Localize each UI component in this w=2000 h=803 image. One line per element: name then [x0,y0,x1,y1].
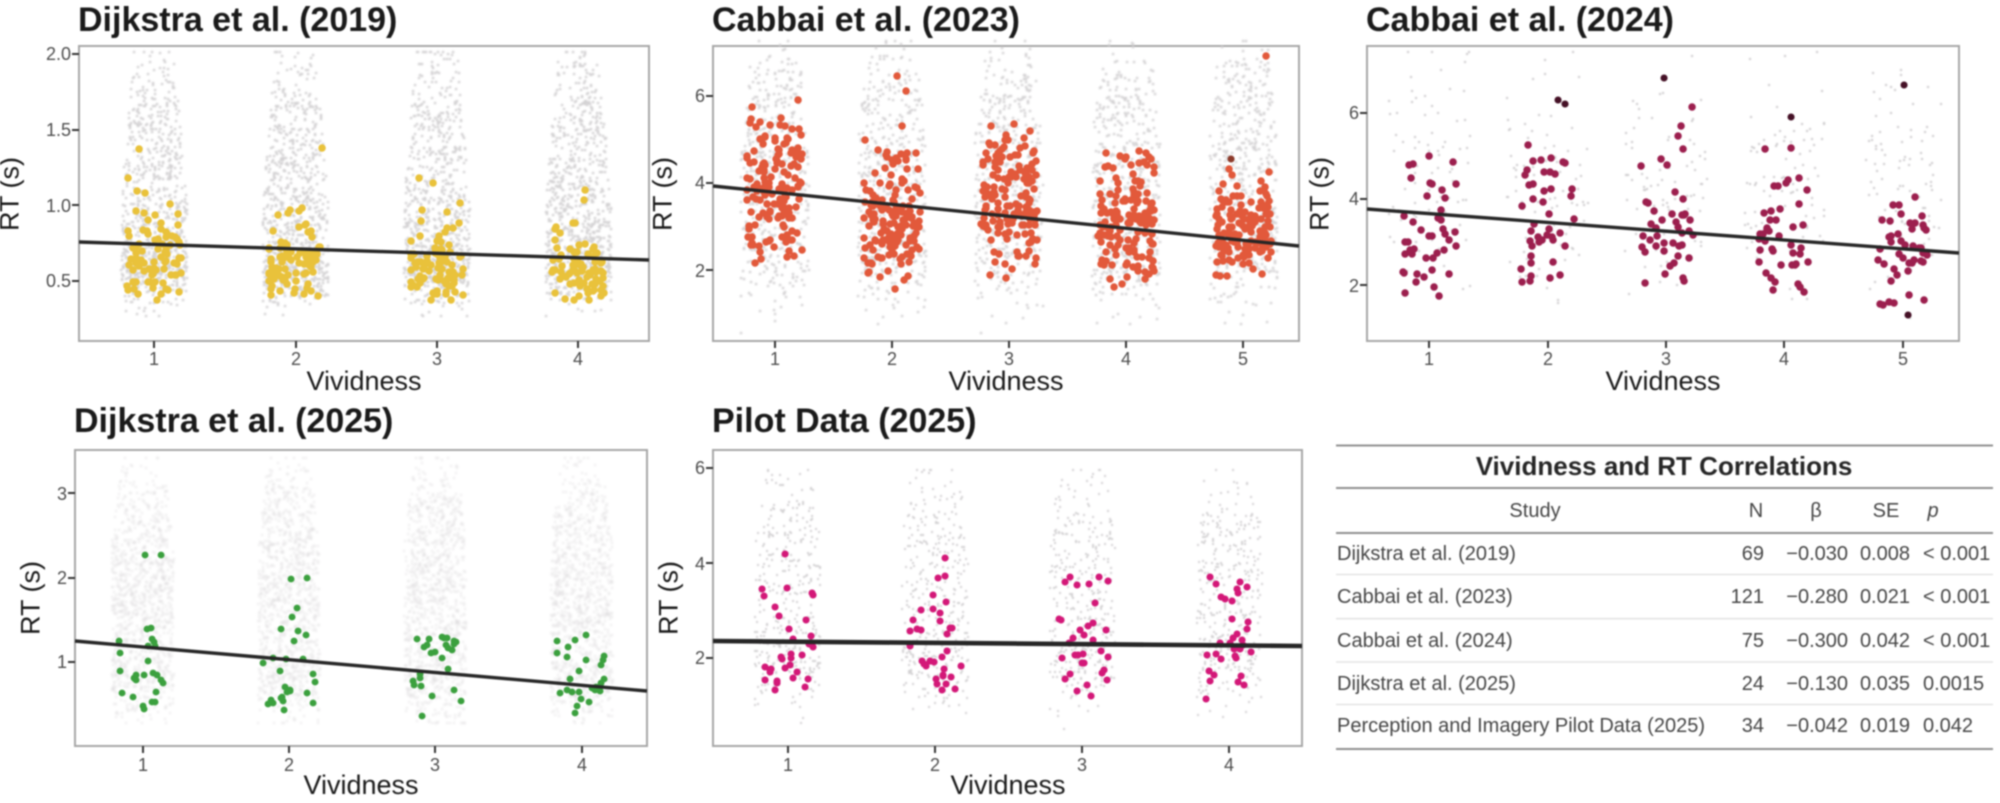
svg-text:RT (s): RT (s) [648,157,678,231]
svg-text:0.019: 0.019 [1860,715,1910,737]
svg-text:2: 2 [1543,349,1553,369]
svg-text:1: 1 [770,349,780,369]
svg-text:6: 6 [1349,103,1359,123]
svg-text:34: 34 [1742,715,1764,737]
svg-text:−0.300: −0.300 [1786,630,1848,652]
svg-text:4: 4 [695,173,705,193]
svg-text:5: 5 [1898,349,1908,369]
svg-text:−0.030: −0.030 [1786,543,1848,565]
svg-text:4: 4 [1224,755,1234,775]
svg-text:1: 1 [138,755,148,775]
svg-text:4: 4 [695,554,705,574]
svg-text:Vividness and RT Correlations: Vividness and RT Correlations [1476,451,1853,481]
svg-text:3: 3 [1004,349,1014,369]
svg-text:0.008: 0.008 [1860,543,1910,565]
svg-text:0.042: 0.042 [1923,715,1973,737]
svg-text:1.0: 1.0 [46,196,71,216]
svg-text:RT (s): RT (s) [1305,157,1335,231]
svg-text:0.0015: 0.0015 [1923,673,1984,695]
svg-text:−0.042: −0.042 [1786,715,1848,737]
svg-text:Cabbai et al. (2024): Cabbai et al. (2024) [1337,630,1513,652]
svg-text:4: 4 [573,349,583,369]
svg-text:0.035: 0.035 [1860,673,1910,695]
svg-text:1: 1 [783,755,793,775]
svg-text:β: β [1810,500,1822,522]
svg-text:2: 2 [284,755,294,775]
svg-text:Vividness: Vividness [948,366,1063,396]
svg-text:0.021: 0.021 [1860,586,1910,608]
svg-text:< 0.001: < 0.001 [1923,543,1990,565]
svg-text:4: 4 [1779,349,1789,369]
svg-text:Vividness: Vividness [306,366,421,396]
svg-text:4: 4 [577,755,587,775]
svg-text:−0.280: −0.280 [1786,586,1848,608]
svg-text:3: 3 [432,349,442,369]
svg-text:Cabbai et al. (2023): Cabbai et al. (2023) [1337,586,1513,608]
svg-text:2: 2 [291,349,301,369]
svg-text:2: 2 [1349,276,1359,296]
svg-text:1: 1 [57,652,67,672]
svg-text:2: 2 [930,755,940,775]
svg-text:3: 3 [1661,349,1671,369]
svg-text:0.5: 0.5 [46,271,71,291]
svg-text:1.5: 1.5 [46,120,71,140]
svg-text:Dijkstra et al. (2025): Dijkstra et al. (2025) [74,402,393,440]
svg-text:3: 3 [57,484,67,504]
svg-text:SE: SE [1873,500,1900,522]
svg-text:6: 6 [695,458,705,478]
svg-text:2: 2 [887,349,897,369]
svg-text:Dijkstra et al. (2025): Dijkstra et al. (2025) [1337,673,1516,695]
svg-text:3: 3 [430,755,440,775]
svg-text:4: 4 [1349,189,1359,209]
svg-text:0.042: 0.042 [1860,630,1910,652]
svg-text:Vividness: Vividness [950,770,1065,800]
svg-text:N: N [1749,500,1763,522]
svg-text:< 0.001: < 0.001 [1923,630,1990,652]
svg-text:Study: Study [1509,500,1560,522]
svg-text:2: 2 [57,568,67,588]
svg-text:Dijkstra et al. (2019): Dijkstra et al. (2019) [78,1,397,39]
svg-text:Dijkstra et al. (2019): Dijkstra et al. (2019) [1337,543,1516,565]
svg-text:−0.130: −0.130 [1786,673,1848,695]
svg-text:4: 4 [1121,349,1131,369]
svg-text:< 0.001: < 0.001 [1923,586,1990,608]
svg-text:3: 3 [1077,755,1087,775]
svg-text:p: p [1926,500,1938,522]
svg-text:Cabbai et al. (2024): Cabbai et al. (2024) [1366,1,1674,39]
svg-text:Perception and Imagery Pilot D: Perception and Imagery Pilot Data (2025) [1337,715,1705,737]
svg-text:Pilot Data (2025): Pilot Data (2025) [712,402,977,440]
svg-text:2: 2 [695,261,705,281]
svg-text:RT (s): RT (s) [16,561,46,635]
svg-text:RT (s): RT (s) [654,561,684,635]
svg-text:Vividness: Vividness [303,770,418,800]
svg-text:6: 6 [695,86,705,106]
svg-text:2.0: 2.0 [46,44,71,64]
svg-text:2: 2 [695,648,705,668]
svg-text:5: 5 [1238,349,1248,369]
svg-text:75: 75 [1742,630,1764,652]
svg-text:121: 121 [1731,586,1764,608]
svg-text:RT (s): RT (s) [0,157,25,231]
svg-text:Vividness: Vividness [1605,366,1720,396]
svg-text:1: 1 [149,349,159,369]
svg-text:24: 24 [1742,673,1764,695]
svg-text:Cabbai et al. (2023): Cabbai et al. (2023) [712,1,1020,39]
svg-text:1: 1 [1424,349,1434,369]
svg-text:69: 69 [1742,543,1764,565]
